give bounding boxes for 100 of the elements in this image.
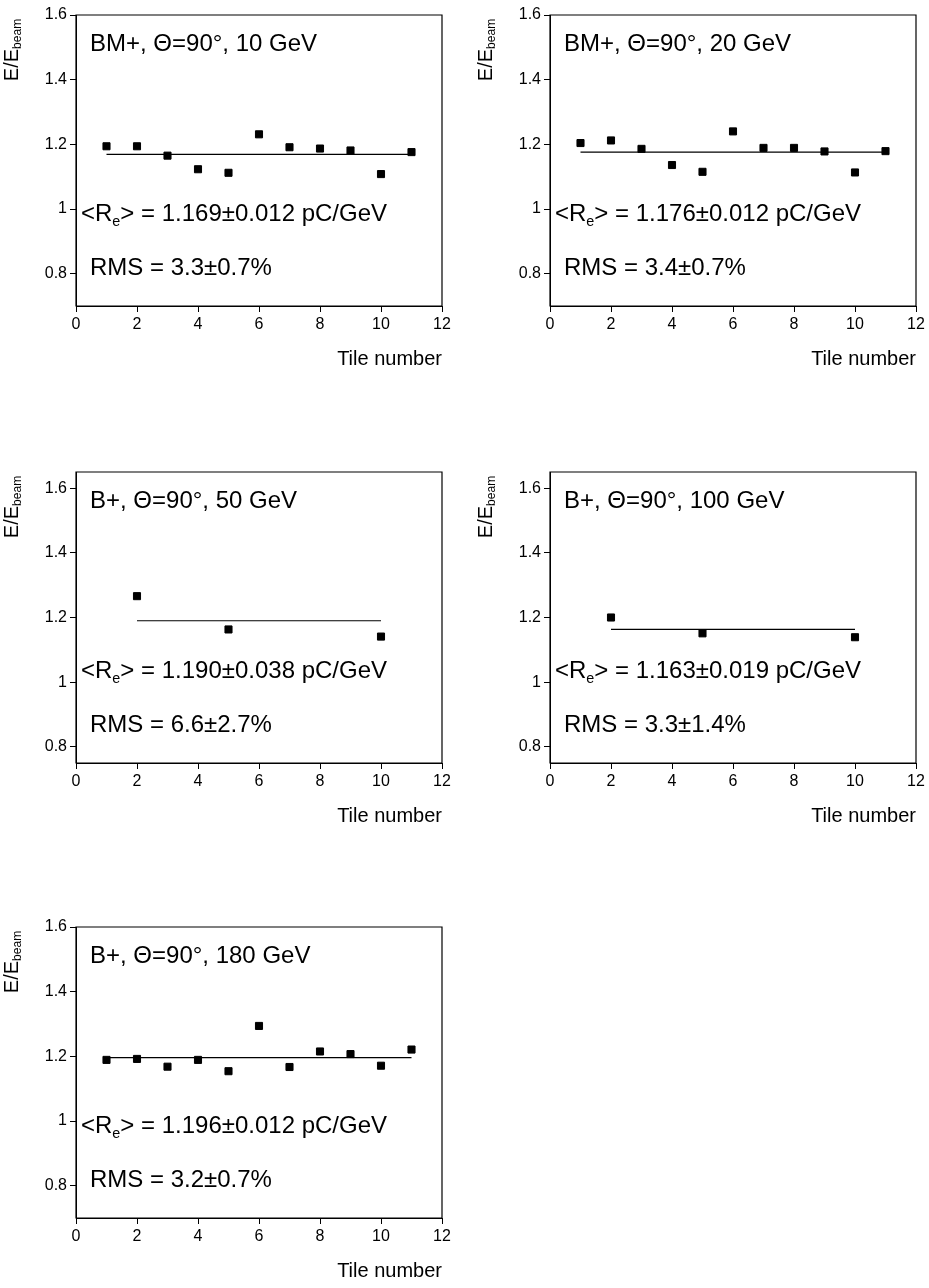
annotation: RMS = 3.3±0.7% <box>90 252 272 280</box>
point <box>698 167 707 176</box>
point <box>102 1055 111 1064</box>
y-tick-label: 1 <box>58 1111 68 1129</box>
y-axis-title: E/Ebeam <box>0 930 25 994</box>
point <box>637 144 646 153</box>
x-tick-label: 0 <box>545 772 555 790</box>
point <box>376 1061 386 1070</box>
point <box>315 1047 325 1056</box>
y-tick-label: 1.4 <box>44 982 68 1000</box>
point <box>606 613 616 622</box>
point <box>789 143 799 152</box>
y-tick-label: 1.4 <box>518 70 542 88</box>
point <box>163 151 172 160</box>
point <box>224 168 233 177</box>
x-tick-label: 6 <box>728 315 738 333</box>
x-tick-label: 10 <box>372 1227 390 1245</box>
point <box>132 592 142 601</box>
y-tick-label: 1.6 <box>44 917 68 935</box>
y-tick-label: 0.8 <box>518 737 542 755</box>
annotation: RMS = 6.6±2.7% <box>90 709 272 737</box>
point <box>881 147 890 156</box>
text: BM+, Θ=90°, 20 GeV <box>564 28 792 56</box>
point <box>376 170 386 179</box>
y-axis-title: E/Ebeam <box>0 475 25 539</box>
point <box>315 144 325 153</box>
y-tick-label: 0.8 <box>44 1176 68 1194</box>
x-tick-label: 6 <box>254 315 264 333</box>
x-tick-label: 12 <box>433 315 451 333</box>
point <box>728 127 738 136</box>
y-axis-title: E/Ebeam <box>473 475 499 539</box>
x-tick-label: 8 <box>315 1227 325 1245</box>
point <box>254 130 264 139</box>
point <box>224 1067 233 1076</box>
x-tick-label: 12 <box>907 315 925 333</box>
point <box>193 1055 203 1064</box>
point <box>346 146 355 155</box>
x-tick-label: 8 <box>315 315 325 333</box>
point <box>254 1021 264 1030</box>
x-tick-label: 8 <box>315 772 325 790</box>
point <box>606 136 616 145</box>
x-tick-label: 2 <box>132 315 142 333</box>
x-tick-label: 10 <box>846 315 864 333</box>
y-tick-label: 1.2 <box>44 134 68 152</box>
x-tick-label: 2 <box>132 772 142 790</box>
x-tick-label: 8 <box>789 772 799 790</box>
text: BM+, Θ=90°, 10 GeV <box>90 28 318 56</box>
point <box>576 139 585 148</box>
x-tick-label: 10 <box>372 772 390 790</box>
point <box>850 168 860 177</box>
point <box>132 1054 142 1063</box>
x-axis-title: Tile number <box>337 1258 443 1281</box>
text: B+, Θ=90°, 50 GeV <box>90 485 298 513</box>
y-tick-label: 1.4 <box>44 70 68 88</box>
point <box>163 1062 172 1071</box>
y-tick-label: 1.4 <box>518 543 542 561</box>
y-tick-label: 0.8 <box>44 264 68 282</box>
y-tick-label: 1 <box>58 672 68 690</box>
y-tick-label: 1.2 <box>44 607 68 625</box>
y-axis-title: E/Ebeam <box>0 18 25 82</box>
x-axis-title: Tile number <box>337 803 443 826</box>
y-tick-label: 0.8 <box>518 264 542 282</box>
point <box>698 629 707 638</box>
y-tick-label: 1 <box>532 199 542 217</box>
point <box>102 142 111 151</box>
y-tick-label: 0.8 <box>44 737 68 755</box>
point <box>285 143 294 152</box>
text: B+, Θ=90°, 100 GeV <box>564 485 785 513</box>
x-tick-label: 12 <box>433 772 451 790</box>
x-tick-label: 10 <box>846 772 864 790</box>
x-tick-label: 4 <box>667 315 677 333</box>
point <box>376 632 386 641</box>
x-tick-label: 2 <box>606 315 616 333</box>
y-tick-label: 1 <box>532 672 542 690</box>
y-tick-label: 1.2 <box>518 134 542 152</box>
y-tick-label: 1.2 <box>518 607 542 625</box>
x-tick-label: 4 <box>193 772 203 790</box>
point <box>132 142 142 151</box>
annotation: RMS = 3.4±0.7% <box>564 252 746 280</box>
x-tick-label: 0 <box>71 772 81 790</box>
x-tick-label: 2 <box>606 772 616 790</box>
y-tick-label: 1.6 <box>518 478 542 496</box>
point <box>285 1062 294 1072</box>
point <box>759 143 768 152</box>
x-tick-label: 4 <box>667 772 677 790</box>
x-tick-label: 10 <box>372 315 390 333</box>
x-tick-label: 2 <box>132 1227 142 1245</box>
text: B+, Θ=90°, 180 GeV <box>90 940 311 968</box>
y-axis-title: E/Ebeam <box>473 18 499 82</box>
x-tick-label: 6 <box>254 772 264 790</box>
x-tick-label: 0 <box>71 315 81 333</box>
y-tick-label: 1.2 <box>44 1046 68 1064</box>
x-axis-title: Tile number <box>811 803 917 826</box>
x-tick-label: 4 <box>193 1227 203 1245</box>
x-tick-label: 6 <box>254 1227 264 1245</box>
x-axis-title: Tile number <box>337 346 443 369</box>
x-tick-label: 8 <box>789 315 799 333</box>
point <box>820 147 829 156</box>
point <box>193 165 203 174</box>
point <box>224 625 233 634</box>
